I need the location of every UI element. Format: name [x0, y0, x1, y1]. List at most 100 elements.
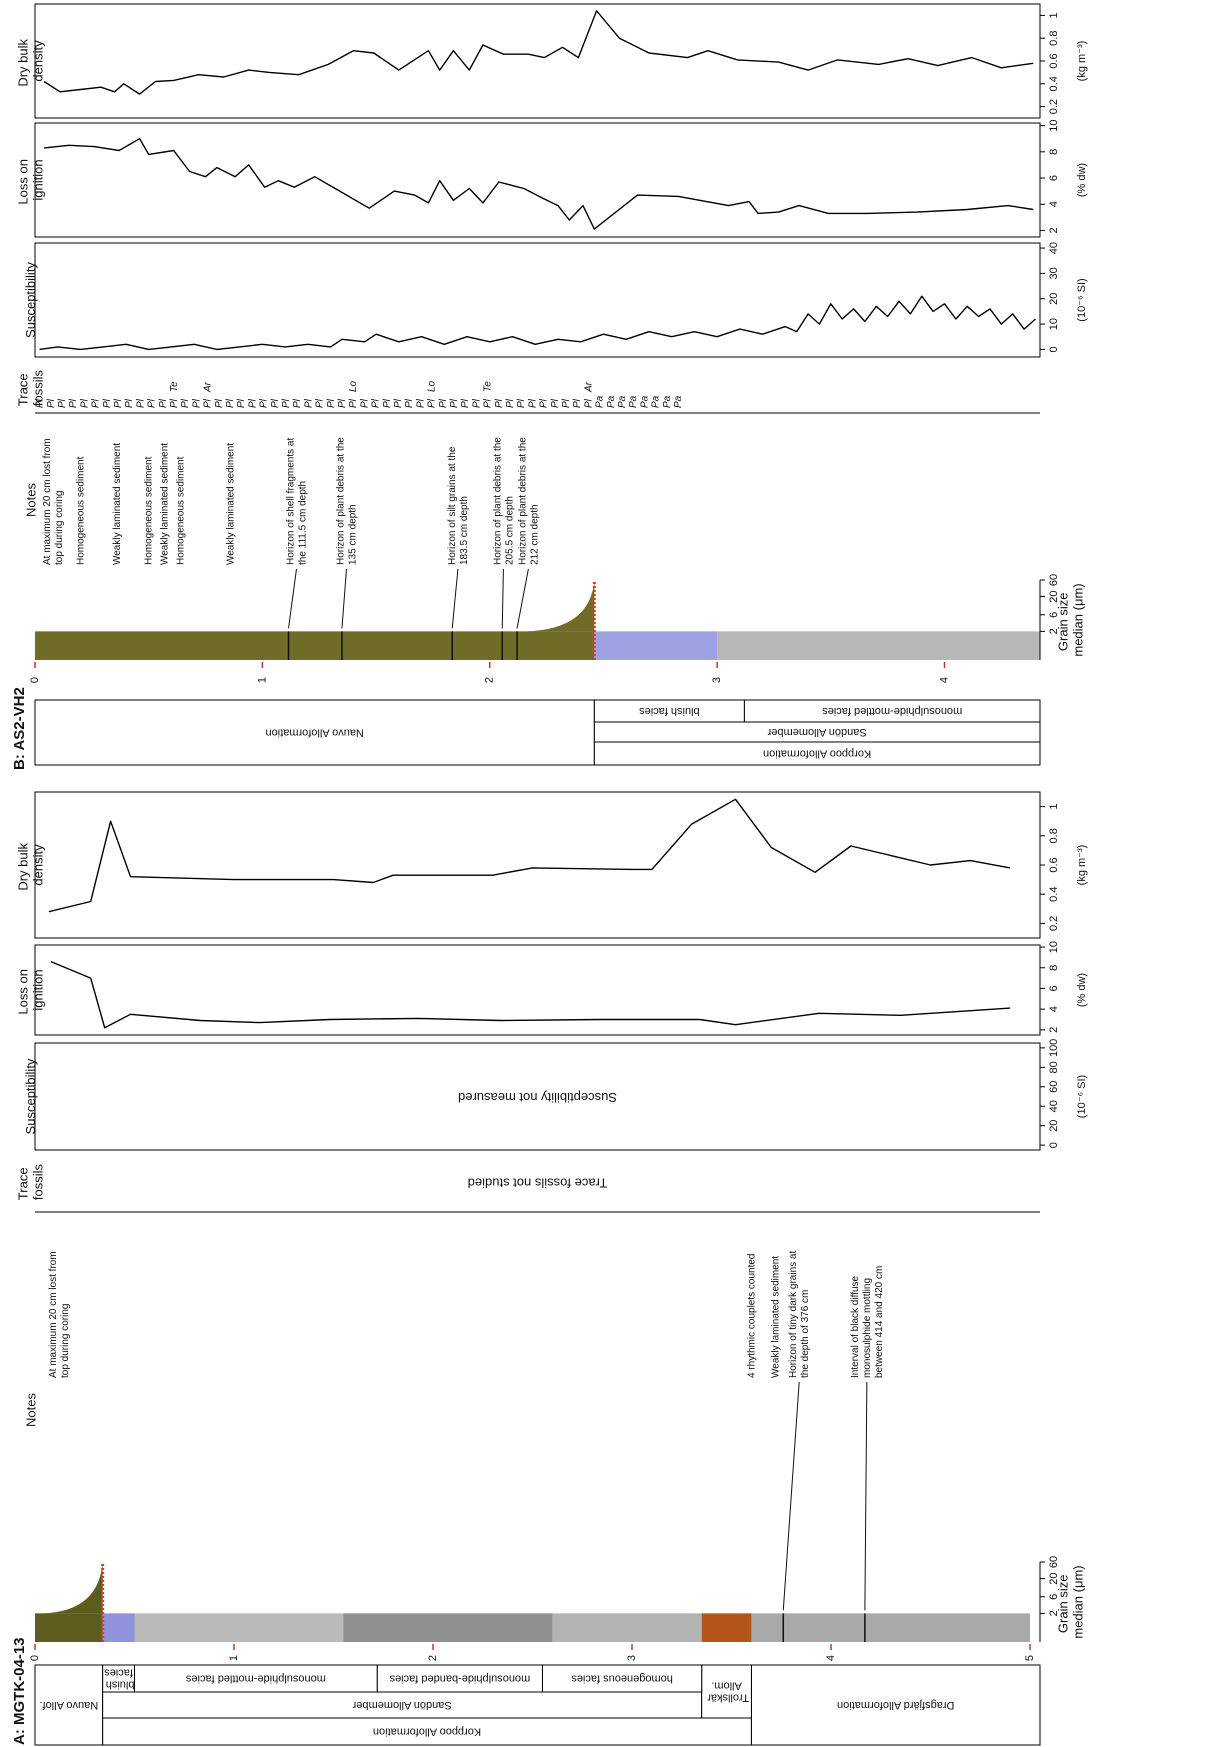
text-line: At maximum 20 cm lost from	[42, 436, 53, 565]
text-line: Grain size	[1056, 589, 1071, 651]
trace-fossil: Pl	[35, 398, 46, 408]
page: A: MGTK-04-13Susceptibility(10⁻⁶ SI)0204…	[0, 0, 1220, 1747]
y-tick-label: 6	[1048, 175, 1060, 181]
track-title: Dry bulk density	[16, 35, 46, 86]
lithology-unit	[552, 1613, 701, 1642]
text-line: Homogeneous sediment	[175, 456, 186, 565]
note: Horizon of plant debris at the 135 cm de…	[335, 434, 358, 565]
y-tick-label: 2	[1048, 227, 1060, 233]
y-tick-label: 10	[1048, 941, 1060, 953]
data-curve	[44, 11, 1033, 94]
unit-label: Korppoo Alloformation	[373, 1726, 481, 1738]
trace-fossil: Pl	[337, 398, 348, 408]
trace-fossil: Pl	[550, 398, 561, 408]
trace-fossil: Pl	[303, 398, 314, 408]
trace-fossil: Pl	[471, 398, 482, 408]
note-leader	[517, 569, 528, 628]
lithology-unit	[343, 1613, 552, 1642]
lithology-unit	[702, 1613, 752, 1642]
note: Horizon of tiny dark grains at the depth…	[788, 1248, 811, 1378]
note: Interval of black diffuse monosulphide m…	[850, 1266, 885, 1378]
note: Weakly laminated sediment	[770, 1256, 781, 1378]
trace-fossil: Pl	[527, 398, 538, 408]
grain-tick-label: 60	[1048, 1556, 1060, 1568]
track-title: Dry bulk density	[16, 839, 46, 890]
track-title: Notes	[23, 1393, 38, 1427]
lithology-unit	[35, 1613, 103, 1642]
trace-fossil: Pl	[225, 398, 236, 408]
text-line: Weakly laminated sediment	[111, 443, 122, 565]
unit-label: monosulphide-banded facies	[389, 1673, 530, 1685]
note: Weakly laminated sediment	[225, 443, 236, 565]
trace-fossil: Pl	[393, 398, 404, 408]
trace-fossil: Pl	[583, 398, 594, 408]
trace-fossil: Pl	[247, 398, 258, 408]
y-tick-label: 0	[1048, 346, 1060, 352]
text-line: monosulphide-banded facies	[389, 1673, 530, 1685]
trace-fossil: Pl	[382, 398, 393, 408]
unit-label: bluish facies	[639, 705, 700, 717]
note: Horizon of plant debris at the 205.5 cm …	[492, 434, 515, 565]
unit-label: monosulphide-mottled facies	[822, 705, 963, 717]
trace-fossil: Pl	[281, 398, 292, 408]
trace-fossil: Pl	[427, 398, 438, 408]
trace-fossil: Pl	[348, 398, 359, 408]
trace-fossil: Pl	[292, 398, 303, 408]
trace-fossil: Pl	[415, 398, 426, 408]
y-tick-label: 0.2	[1048, 99, 1060, 114]
y-tick-label: 60	[1048, 1081, 1060, 1093]
text-line: Trace	[16, 370, 31, 406]
trace-fossil: Pa	[662, 395, 673, 408]
trace-fossil: Lo	[427, 380, 438, 392]
text-line: density	[31, 844, 46, 886]
text-line: Interval of black diffuse	[850, 1273, 861, 1378]
axis-unit: (10⁻⁶ SI)	[1076, 1075, 1088, 1118]
trace-fossil: Pl	[494, 398, 505, 408]
y-tick-label: 0.4	[1048, 76, 1060, 91]
trace-fossil: Pl	[359, 398, 370, 408]
track-title: Loss on ignition	[16, 155, 46, 204]
y-tick-label: 30	[1048, 267, 1060, 279]
text-line: Sandön Allomember	[767, 726, 866, 738]
text-line: Susceptibility	[23, 1058, 38, 1134]
y-tick-label: 100	[1048, 1039, 1060, 1057]
text-line: Dragsfjärd Alloformation	[837, 1699, 954, 1711]
unit-label: bluish facies	[103, 1667, 135, 1691]
depth-tick-label: 0	[29, 1655, 41, 1661]
text-line: Allom.	[711, 1680, 742, 1692]
unit-label: Korppoo Alloformation	[763, 748, 871, 760]
plot-frame	[35, 945, 1040, 1035]
note: Horizon of silt grains at the 183.5 cm d…	[447, 444, 470, 565]
trace-fossil: Pl	[539, 398, 550, 408]
text-line: 205.5 cm depth	[504, 496, 515, 565]
text-line: 4 rhythmic couplets counted	[746, 1253, 757, 1378]
lithology-unit	[717, 631, 1040, 660]
text-line: monosulphide mottling	[862, 1275, 873, 1378]
text-line: ignition	[31, 159, 46, 200]
axis-unit: (% dw)	[1076, 973, 1088, 1007]
trace-fossil: Pl	[147, 398, 158, 408]
trace-fossil: Pl	[315, 398, 326, 408]
text-line: facies	[104, 1667, 133, 1679]
y-tick-label: 2	[1048, 1027, 1060, 1033]
track-title: Susceptibility	[23, 262, 38, 338]
text-line: between 414 and 420 cm	[874, 1266, 885, 1378]
trace-fossil: Pl	[158, 398, 169, 408]
trace-fossil: Pl	[483, 398, 494, 408]
y-tick-label: 0.8	[1048, 828, 1060, 843]
trace-fossil: Pl	[259, 398, 270, 408]
trace-fossil: Pa	[673, 395, 684, 408]
y-tick-label: 20	[1048, 1120, 1060, 1132]
text-line: Horizon of silt grains at the	[447, 444, 458, 565]
y-tick-label: 0.6	[1048, 53, 1060, 68]
text-line: Homogeneous sediment	[143, 456, 154, 565]
y-tick-label: 10	[1048, 119, 1060, 131]
text-line: Horizon of plant debris at the	[335, 434, 346, 565]
text-line: Weakly laminated sediment	[225, 443, 236, 565]
trace-fossil: Pl	[236, 398, 247, 408]
lithology-unit	[135, 1613, 344, 1642]
text-line: Dry bulk	[16, 35, 31, 86]
y-tick-label: 40	[1048, 1100, 1060, 1112]
trace-fossil: Pl	[326, 398, 337, 408]
unit-label: Sandön Allomember	[352, 1699, 451, 1711]
